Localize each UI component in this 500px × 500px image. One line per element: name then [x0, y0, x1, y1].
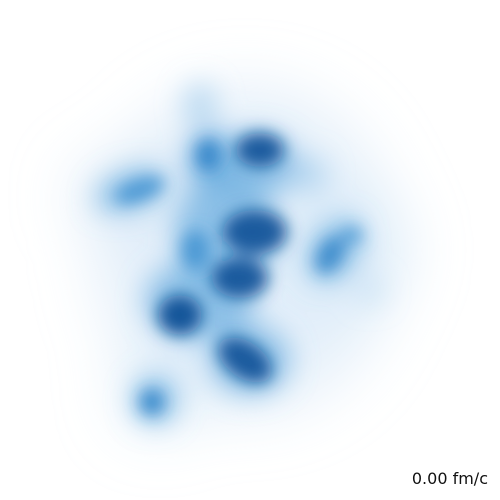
time-readout: 0.00 fm/c [411, 469, 488, 488]
density-cores [115, 133, 362, 415]
